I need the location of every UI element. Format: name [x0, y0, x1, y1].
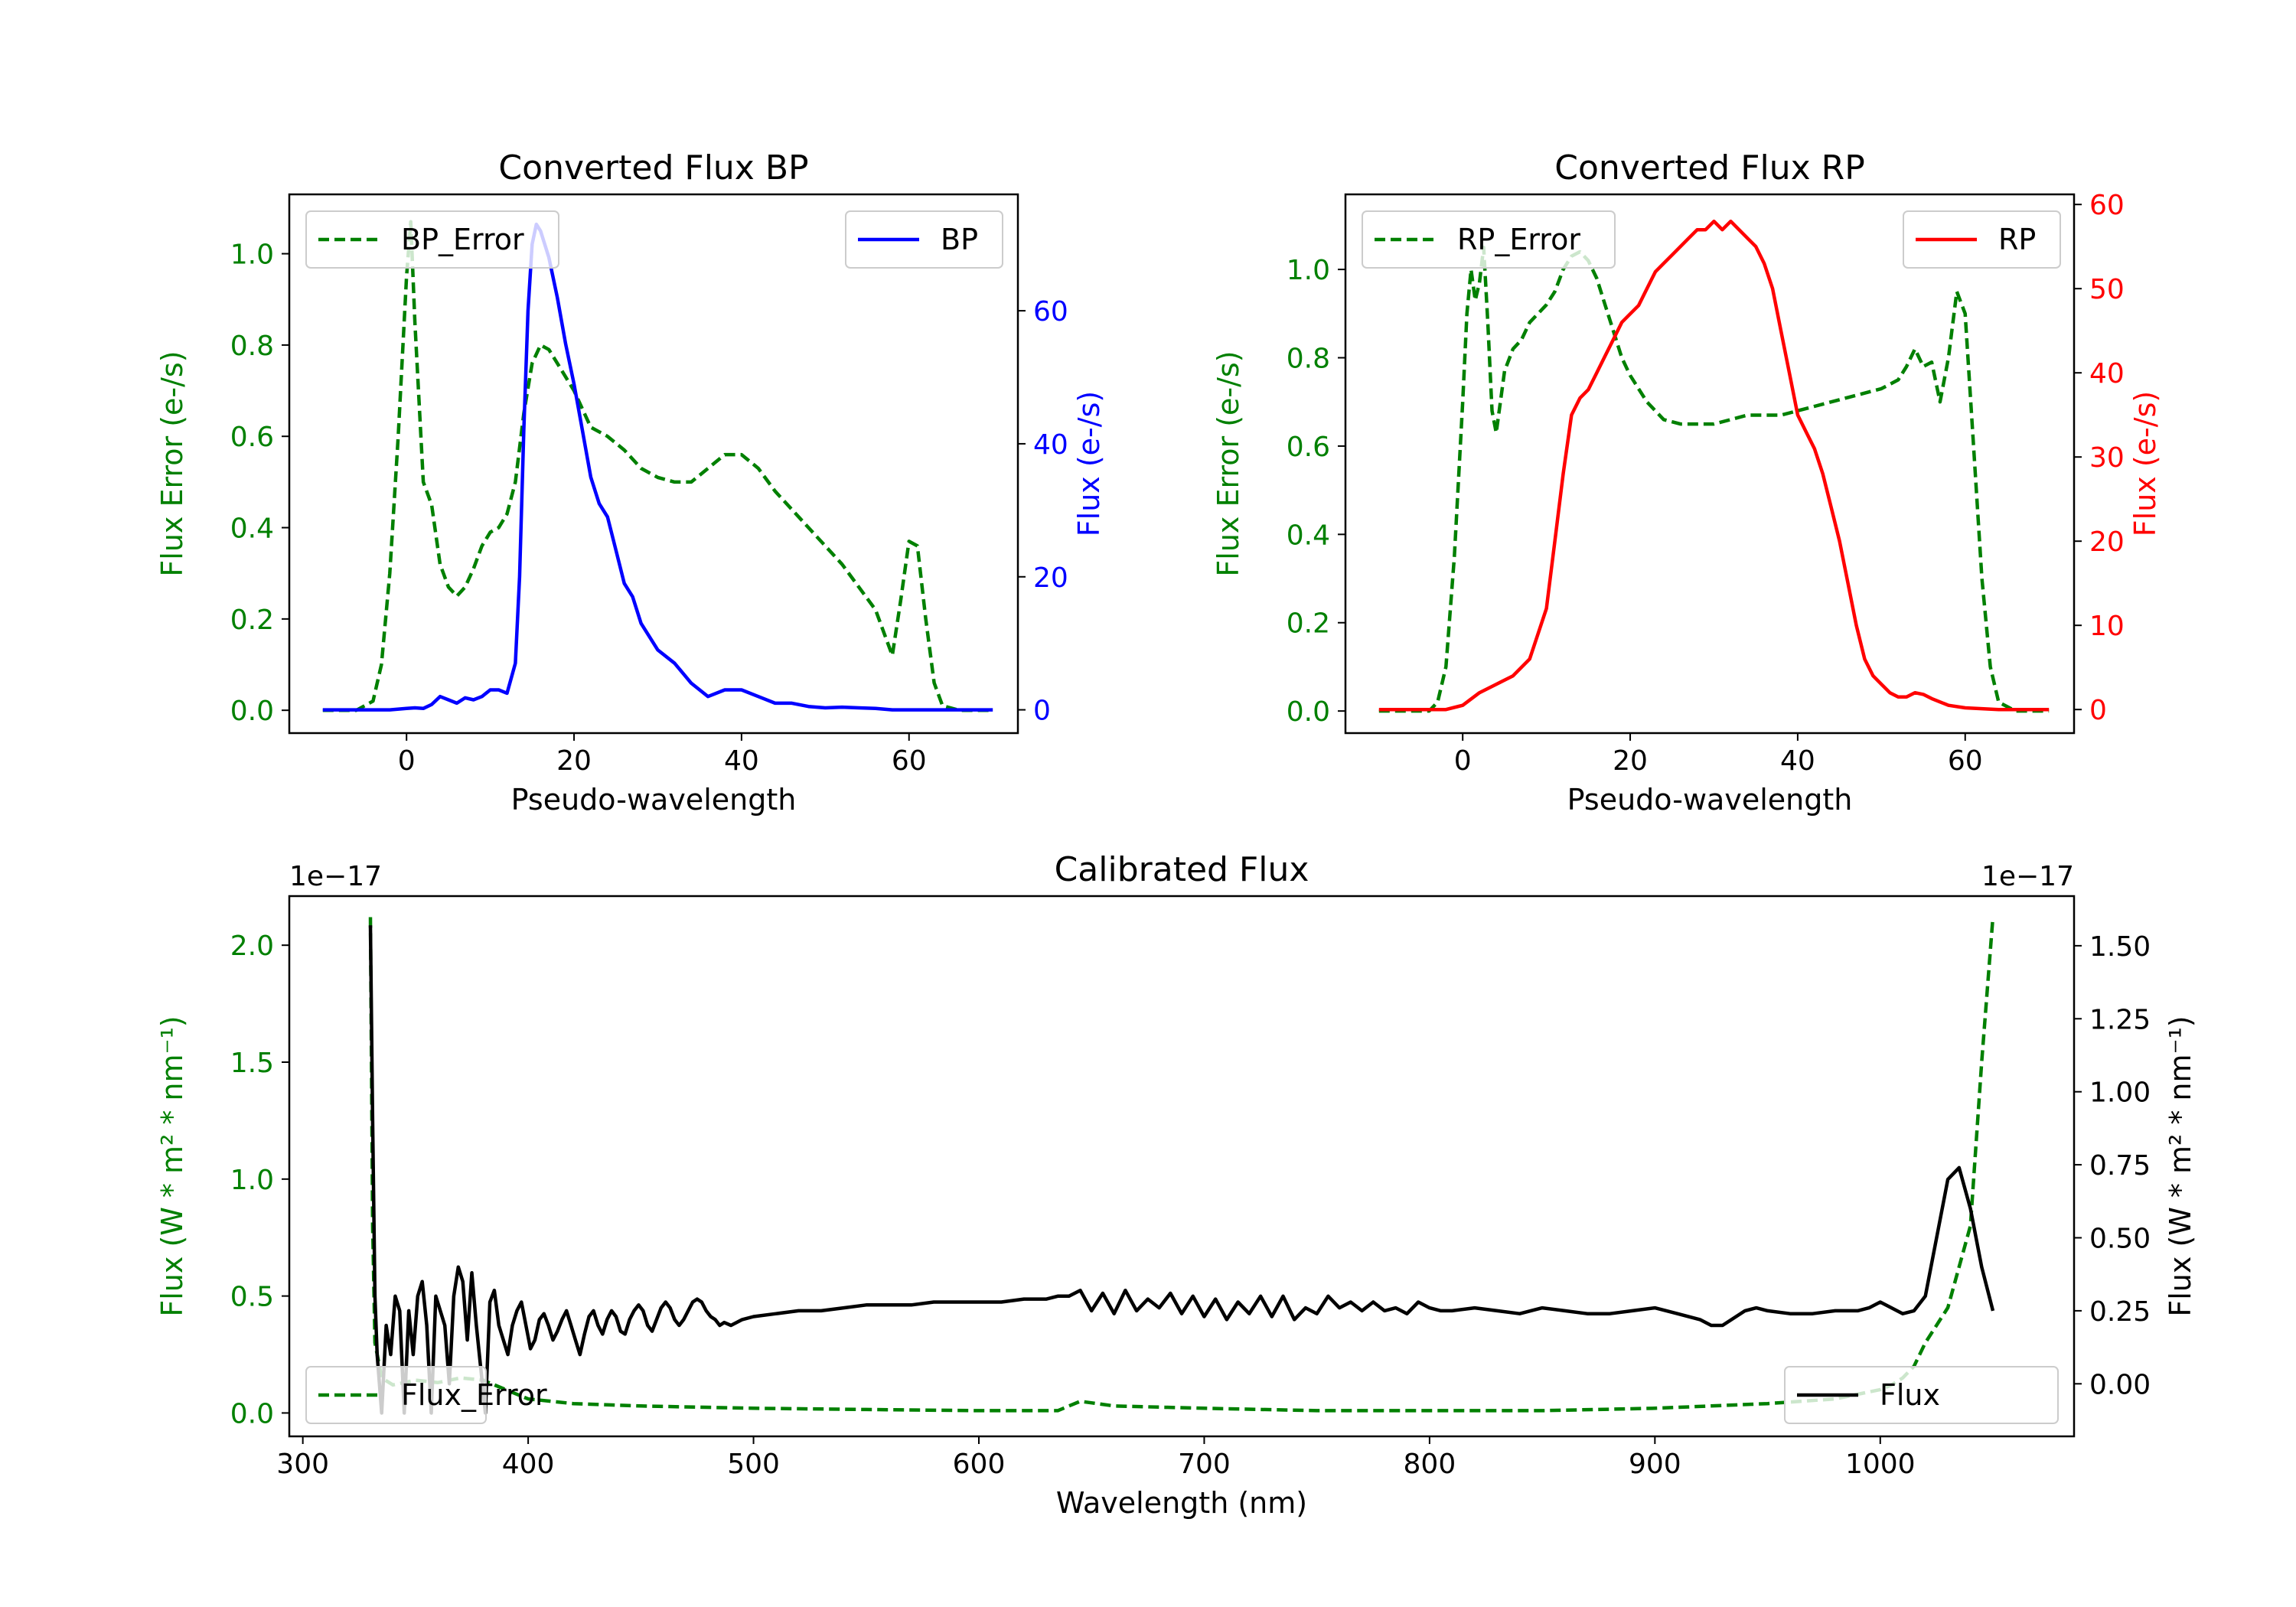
- chart-cal: Calibrated Flux 300 400 500 600 700 800 900 1000…: [155, 850, 2197, 1520]
- legend-label: Flux: [1880, 1378, 1940, 1412]
- y-right-tick-label: 0.25: [2089, 1296, 2151, 1328]
- legend-label: BP: [941, 223, 978, 256]
- chart-bp: Converted Flux BP 0 20 40 60 Pseudo-wavelengt…: [155, 148, 1106, 817]
- y-right-tick-label: 1.50: [2089, 931, 2151, 963]
- x-axis-label: Wavelength (nm): [1056, 1486, 1307, 1520]
- legend-left: RP_Error: [1362, 210, 1616, 269]
- series-line-flux-error: [368, 917, 1995, 1413]
- axes-frame: [288, 895, 2076, 1438]
- y-left-tick-label: 0.8: [230, 331, 274, 362]
- y-left-tick-label: 0.6: [230, 422, 274, 453]
- x-tick-label: 500: [727, 1449, 780, 1480]
- plot-area: [1378, 219, 2050, 713]
- x-tick-label: 600: [953, 1449, 1006, 1480]
- y-right-tick-label: 40: [2089, 358, 2125, 390]
- y-left-tick-label: 1.0: [230, 1165, 274, 1196]
- y-right-axis-label: Flux (e-/s): [2128, 391, 2162, 536]
- legend-box: [1362, 210, 1616, 269]
- legend-right: Flux: [1784, 1366, 2059, 1424]
- chart-title: Calibrated Flux: [1055, 850, 1309, 889]
- y-left-tick-label: 1.0: [1287, 255, 1330, 286]
- series-line-rp-error: [1378, 245, 2050, 713]
- y-left-tick-label: 0.2: [1287, 608, 1330, 640]
- legend-box: [305, 210, 559, 269]
- x-tick-label: 60: [892, 745, 927, 777]
- legend-left: BP_Error: [305, 210, 559, 269]
- y-left-axis-label: Flux Error (e-/s): [1212, 350, 1245, 576]
- y-left-tick-label: 0.2: [230, 605, 274, 636]
- y-left-tick-label: 0.0: [230, 1398, 274, 1429]
- y-right-tick-label: 0.75: [2089, 1150, 2151, 1182]
- axes-frame: [288, 193, 1019, 735]
- x-tick-label: 300: [276, 1449, 329, 1480]
- series-line-bp: [322, 222, 993, 712]
- y-left-tick-label: 0.6: [1287, 432, 1330, 463]
- x-tick-label: 400: [502, 1449, 555, 1480]
- x-tick-label: 800: [1404, 1449, 1456, 1480]
- y-left-tick-label: 2.0: [230, 931, 274, 962]
- x-tick-label: 700: [1178, 1449, 1231, 1480]
- series-line-rp: [1378, 219, 2050, 712]
- y-right-tick-label: 1.00: [2089, 1077, 2151, 1109]
- y-left-tick-label: 0.4: [1287, 520, 1330, 551]
- axes-frame: [1344, 193, 2076, 735]
- y-right-tick-label: 1.25: [2089, 1004, 2151, 1035]
- chart-title: Converted Flux BP: [498, 148, 808, 187]
- y-left-axis-label: Flux Error (e-/s): [155, 350, 189, 576]
- y-right-tick-label: 0.50: [2089, 1223, 2151, 1254]
- legend-box: [305, 1366, 487, 1424]
- plot-area: [368, 917, 1995, 1415]
- legend-right: RP: [1903, 210, 2061, 269]
- y-right-tick-label: 50: [2089, 274, 2125, 305]
- y-left-axis-label: Flux (W * m² * nm⁻¹): [155, 1015, 189, 1316]
- y-left-tick-label: 1.0: [230, 240, 274, 271]
- legend-label: RP: [1998, 223, 2036, 256]
- y-right-tick-label: 60: [2089, 190, 2125, 221]
- x-tick-label: 0: [1454, 745, 1472, 777]
- x-axis-label: Pseudo-wavelength: [511, 783, 797, 817]
- y-left-tick-label: 0.5: [230, 1282, 274, 1313]
- y-right-axis-label: Flux (W * m² * nm⁻¹): [2164, 1015, 2197, 1316]
- chart-title: Converted Flux RP: [1554, 148, 1865, 187]
- y-right-tick-label: 0: [1033, 696, 1051, 727]
- x-tick-label: 0: [398, 745, 416, 777]
- x-tick-label: 20: [556, 745, 592, 777]
- x-tick-label: 900: [1629, 1449, 1681, 1480]
- y-right-tick-label: 20: [1033, 562, 1068, 594]
- x-tick-label: 20: [1613, 745, 1648, 777]
- y-right-tick-label: 10: [2089, 611, 2125, 642]
- legend-box: [845, 210, 1003, 269]
- y-left-tick-label: 1.5: [230, 1048, 274, 1079]
- legend-box: [1784, 1366, 2059, 1424]
- y-right-tick-label: 20: [2089, 526, 2125, 558]
- plot-area: [322, 220, 993, 712]
- y-right-axis-label: Flux (e-/s): [1072, 391, 1106, 536]
- x-tick-label: 40: [724, 745, 759, 777]
- legend-left: Flux_Error: [305, 1366, 547, 1424]
- x-tick-label: 60: [1948, 745, 1983, 777]
- series-line-flux: [368, 925, 1995, 1415]
- legend-label: BP_Error: [401, 223, 524, 256]
- y-left-offset-label: 1e−17: [289, 861, 382, 892]
- legend-right: BP: [845, 210, 1003, 269]
- y-right-offset-label: 1e−17: [1981, 861, 2074, 892]
- legend-label: RP_Error: [1457, 223, 1580, 256]
- y-left-tick-label: 0.8: [1287, 344, 1330, 375]
- y-right-tick-label: 0.00: [2089, 1369, 2151, 1400]
- chart-rp: Converted Flux RP 0 20 40 60 Pseudo-wavelengt…: [1212, 148, 2162, 817]
- y-right-tick-label: 0: [2089, 695, 2107, 726]
- legend-box: [1903, 210, 2061, 269]
- y-left-tick-label: 0.0: [1287, 696, 1330, 728]
- y-right-tick-label: 30: [2089, 442, 2125, 474]
- y-right-tick-label: 60: [1033, 296, 1068, 328]
- x-tick-label: 1000: [1845, 1449, 1916, 1480]
- series-line-bp-error: [322, 220, 993, 712]
- x-axis-label: Pseudo-wavelength: [1567, 783, 1853, 817]
- legend-label: Flux_Error: [401, 1378, 547, 1412]
- y-left-tick-label: 0.0: [230, 696, 274, 727]
- y-right-tick-label: 40: [1033, 429, 1068, 461]
- y-left-tick-label: 0.4: [230, 513, 274, 545]
- x-tick-label: 40: [1780, 745, 1815, 777]
